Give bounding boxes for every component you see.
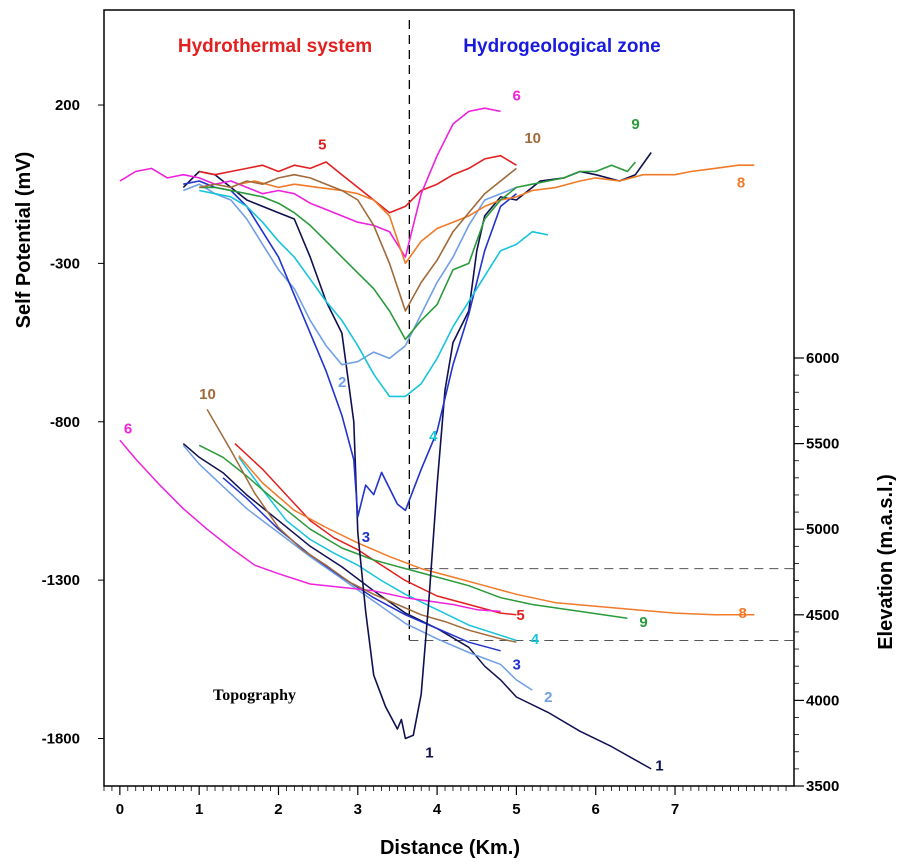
y-left-tick-label: -800 [50,414,80,431]
zone-label-right: Hydrogeological zone [463,36,660,57]
plot-frame [103,9,795,787]
x-tick-label: 3 [354,801,362,818]
sp-curve-label-10: 10 [524,130,541,147]
topo-curve-label-3: 3 [512,657,520,674]
x-tick-label: 4 [433,801,442,818]
topography-line-5 [234,443,517,616]
x-axis-title: Distance (Km.) [380,837,520,859]
topography-line-4 [238,456,517,642]
left-axis: 200 -300 -800 -1300 -1800 [42,97,104,747]
y-left-tick-label: 200 [55,97,80,114]
sp-curve-label-1: 1 [425,744,433,761]
topography-line-9 [198,444,628,619]
y-left-tick-label: -1800 [42,730,80,747]
y-right-tick-label: 4000 [806,692,839,709]
self-potential-line-5 [199,154,517,214]
topo-curve-label-6: 6 [124,420,132,437]
sp-curve-label-6: 6 [512,87,520,104]
self-potential-line-10 [199,167,517,312]
sp-curve-label-9: 9 [631,116,639,133]
self-potential-line-6 [119,107,501,258]
topo-curve-label-1: 1 [655,758,663,775]
topo-curve-label-10: 10 [199,386,216,403]
topography-curves [119,409,755,770]
x-tick-label: 5 [512,801,520,818]
self-potential-curves [119,107,755,740]
self-potential-line-4 [199,189,549,398]
topo-curve-label-9: 9 [639,614,647,631]
x-tick-label: 7 [671,801,679,818]
topography-line-6 [119,439,501,613]
self-potential-line-1 [182,152,652,740]
sp-curve-label-3: 3 [362,529,370,546]
y-right-tick-label: 6000 [806,350,839,367]
y-left-tick-label: -1300 [42,572,80,589]
y-axis-right-title: Elevation (m.a.s.l.) [875,474,897,650]
sp-curve-label-2: 2 [338,374,346,391]
topography-line-2 [182,444,533,691]
right-axis: 6000 5500 5000 4500 4000 3500 [794,350,839,795]
topo-curve-label-8: 8 [738,605,746,622]
y-right-tick-label: 3500 [806,778,839,795]
x-tick-label: 1 [195,801,203,818]
sp-curve-label-8: 8 [737,174,745,191]
sp-curve-label-5: 5 [318,136,326,153]
sp-curve-label-4: 4 [429,428,438,445]
guide-lines [408,20,794,641]
y-axis-left-title: Self Potential (mV) [13,152,35,329]
topography-line-3 [222,477,501,652]
self-potential-line-8 [238,164,755,265]
topo-curve-label-4: 4 [531,631,540,648]
y-left-tick-label: -300 [50,255,80,272]
zone-label-left: Hydrothermal system [178,36,372,57]
topography-line-10 [206,409,517,643]
self-potential-line-2 [183,183,517,366]
topo-curve-label-5: 5 [516,607,524,624]
x-tick-label: 2 [274,801,282,818]
topography-label: Topography [213,687,296,704]
x-tick-label: 0 [116,801,124,818]
topography-line-8 [238,455,755,616]
y-right-tick-label: 4500 [806,607,839,624]
bottom-axis: 0 1 2 3 4 5 6 7 [103,786,787,818]
topo-curve-label-2: 2 [544,689,552,706]
y-right-tick-label: 5500 [806,436,839,453]
y-right-tick-label: 5000 [806,521,839,538]
self-potential-line-9 [199,161,637,341]
x-tick-label: 6 [592,801,600,818]
topography-line-1 [182,443,652,770]
